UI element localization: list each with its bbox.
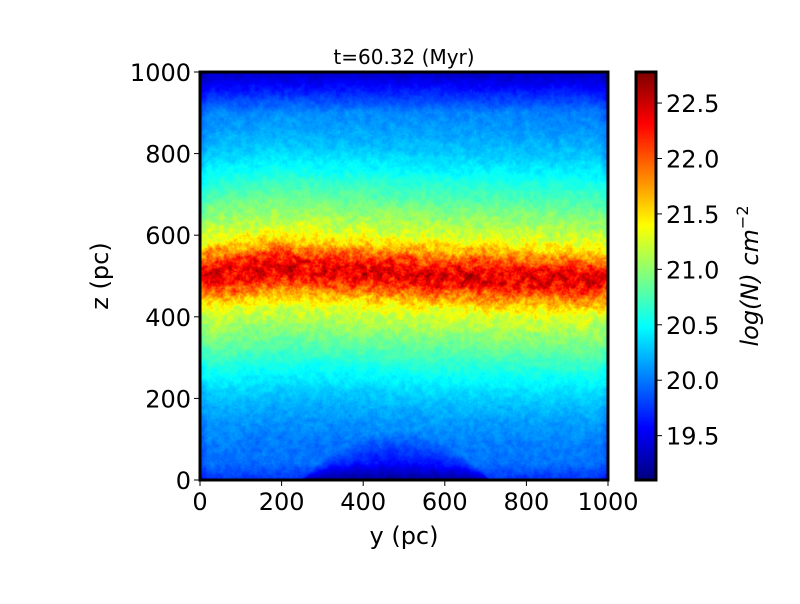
colorbar-tick-label: 20.5 (666, 312, 719, 340)
colorbar-ticks: 19.5 20.0 20.5 21.0 21.5 22.0 22.5 (656, 90, 719, 451)
y-tick-label: 1000 (130, 59, 191, 87)
colorbar-frame (634, 70, 658, 482)
colorbar-tick-label: 21.5 (666, 201, 719, 229)
chart-title: t=60.32 (Myr) (333, 45, 474, 69)
y-tick-label: 200 (145, 385, 191, 413)
x-tick-label: 800 (503, 488, 549, 516)
plot-frame (198, 70, 610, 482)
heatmap-image (200, 72, 608, 480)
colorbar-tick-label: 20.0 (666, 367, 719, 395)
colorbar: 19.5 20.0 20.5 21.0 21.5 22.0 22.5 log(N) cm−2 (634, 70, 764, 482)
y-axis: 0 200 400 600 800 1000 (130, 59, 200, 495)
colorbar-gradient (636, 72, 656, 480)
colorbar-label-exp: −2 (733, 205, 752, 229)
colorbar-tick-label: 22.5 (666, 90, 719, 118)
y-tick-label: 0 (176, 467, 191, 495)
colorbar-tick-label: 19.5 (666, 423, 719, 451)
x-tick-label: 600 (422, 488, 468, 516)
colorbar-label-main: log(N) cm (736, 229, 764, 346)
x-tick-label: 0 (192, 488, 207, 516)
x-tick-label: 400 (340, 488, 386, 516)
y-tick-label: 600 (145, 222, 191, 250)
y-axis-label: z (pc) (86, 242, 114, 309)
colorbar-tick-label: 22.0 (666, 145, 719, 173)
x-tick-label: 1000 (577, 488, 638, 516)
x-axis-label: y (pc) (370, 522, 439, 550)
plot-area (198, 70, 610, 482)
y-tick-label: 800 (145, 141, 191, 169)
x-axis: 0 200 400 600 800 1000 (192, 480, 639, 516)
x-tick-label: 200 (259, 488, 305, 516)
y-tick-label: 400 (145, 304, 191, 332)
colorbar-tick-label: 21.0 (666, 256, 719, 284)
colorbar-label: log(N) cm−2 (733, 205, 764, 346)
